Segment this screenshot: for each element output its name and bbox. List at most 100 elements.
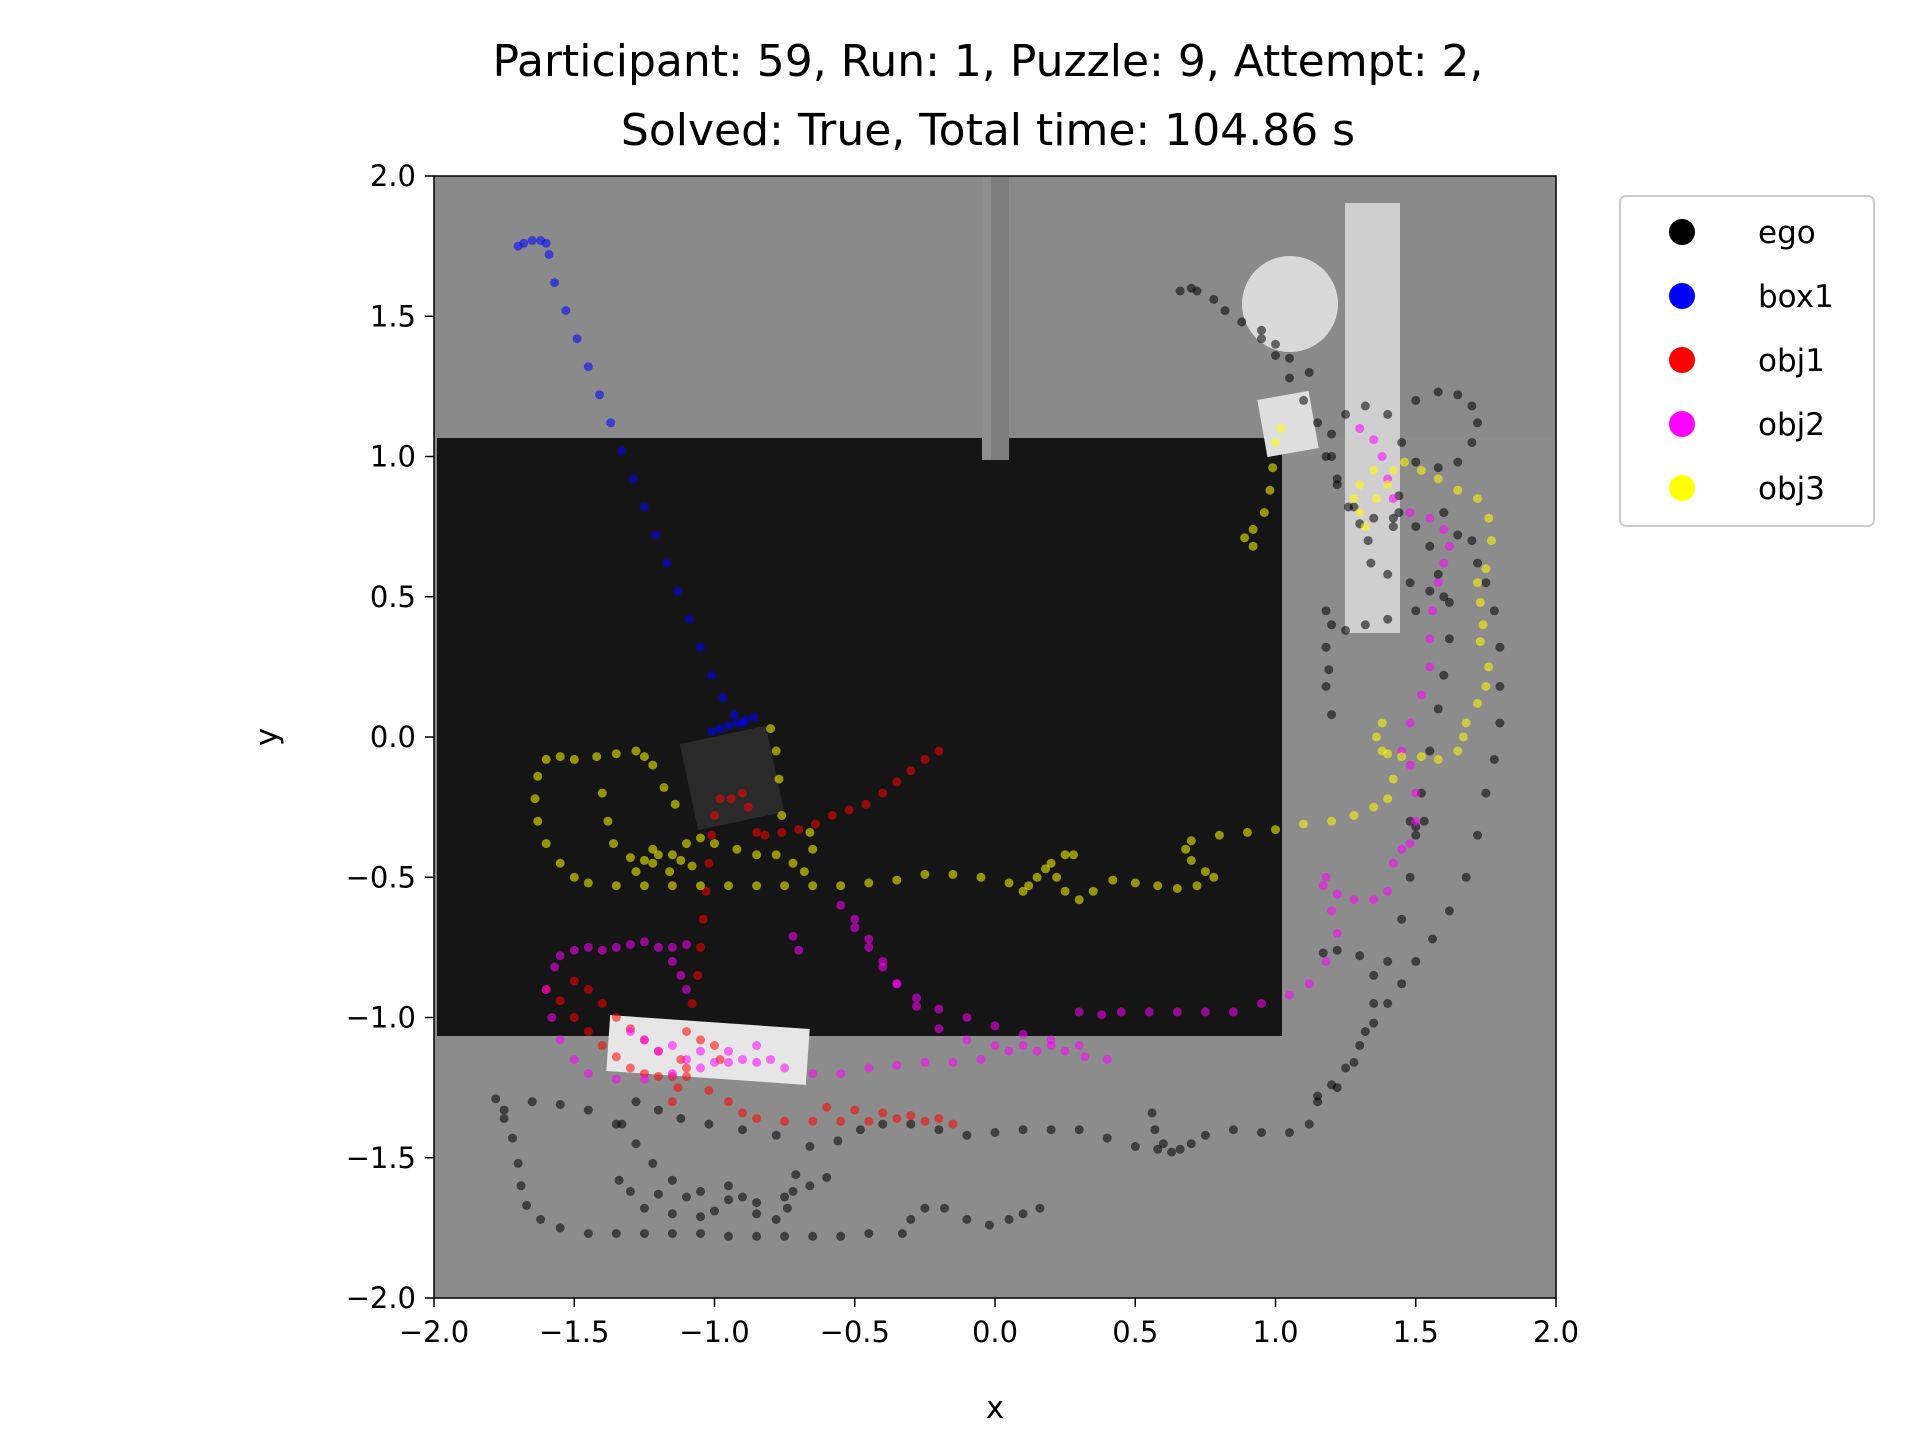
- data-point-box1-14: [639, 502, 649, 512]
- data-point-ego-10: [639, 1229, 649, 1238]
- data-point-box1-15: [651, 530, 661, 540]
- data-point-obj1-43: [611, 1013, 621, 1022]
- data-point-obj2-81: [1285, 990, 1294, 1000]
- data-point-ego-152: [1363, 536, 1373, 546]
- y-axis-label: y: [249, 728, 285, 746]
- data-point-obj2-85: [1327, 906, 1337, 916]
- series-obj1: [541, 746, 958, 1129]
- data-point-obj1-53: [808, 1116, 818, 1126]
- data-point-obj2-51: [864, 942, 874, 952]
- data-point-obj2-57: [990, 1021, 1000, 1031]
- data-point-box1-17: [673, 586, 683, 596]
- data-point-ego-153: [1366, 558, 1376, 568]
- data-point-box1-8: [572, 334, 582, 344]
- data-point-ego-104: [1433, 704, 1443, 714]
- legend-label-obj3: obj3: [1758, 471, 1825, 507]
- data-point-obj1-27: [673, 1083, 683, 1093]
- data-point-ego-118: [1360, 401, 1370, 411]
- data-point-ego-173: [1489, 606, 1499, 616]
- data-point-ego-68: [906, 1119, 916, 1129]
- data-point-ego-91: [1355, 951, 1365, 961]
- data-point-obj2-11: [667, 956, 677, 966]
- data-point-obj2-87: [1321, 872, 1331, 882]
- data-point-obj2-64: [892, 979, 902, 989]
- data-point-ego-54: [782, 1203, 792, 1213]
- data-point-obj3-74: [920, 869, 930, 879]
- data-point-ego-182: [1428, 934, 1438, 944]
- data-point-obj3-97: [611, 749, 621, 759]
- data-point-box1-27: [732, 718, 742, 728]
- data-point-obj2-82: [1304, 979, 1314, 989]
- data-point-obj3-54: [1209, 872, 1219, 882]
- data-point-obj2-22: [696, 1063, 705, 1073]
- data-point-obj2-49: [836, 900, 846, 910]
- data-point-ego-65: [833, 1136, 843, 1146]
- series-layer: [491, 236, 1505, 1241]
- data-point-ego-11: [667, 1229, 677, 1238]
- data-point-obj2-34: [1032, 1046, 1042, 1056]
- data-point-obj3-121: [648, 844, 658, 854]
- data-point-ego-125: [1473, 418, 1482, 428]
- data-point-obj3-123: [665, 867, 675, 877]
- data-point-obj1-2: [906, 766, 916, 776]
- data-point-ego-19: [897, 1229, 907, 1238]
- data-point-obj3-50: [1186, 836, 1196, 846]
- data-point-obj3-62: [1060, 886, 1070, 896]
- data-point-obj2-61: [850, 914, 860, 924]
- data-point-ego-146: [1285, 353, 1294, 363]
- round-table: [1242, 256, 1338, 352]
- data-point-obj1-55: [864, 1116, 874, 1126]
- data-point-ego-160: [1360, 620, 1370, 630]
- data-point-ego-67: [878, 1119, 888, 1129]
- data-point-obj2-20: [639, 1074, 649, 1084]
- data-point-ego-163: [1321, 606, 1331, 616]
- data-point-obj3-85: [611, 881, 621, 891]
- data-point-obj2-54: [912, 993, 921, 1003]
- data-point-obj2-29: [892, 1060, 902, 1070]
- data-point-obj3-16: [1400, 457, 1409, 467]
- data-point-ego-112: [1369, 513, 1379, 523]
- data-point-ego-164: [1321, 642, 1331, 652]
- data-point-ego-96: [1158, 1139, 1168, 1149]
- data-point-ego-188: [1341, 1063, 1351, 1073]
- data-point-ego-41: [822, 1172, 832, 1182]
- data-point-ego-190: [1313, 1091, 1323, 1101]
- data-point-ego-18: [864, 1229, 874, 1238]
- data-point-obj3-75: [892, 875, 902, 885]
- data-point-ego-95: [1150, 1125, 1160, 1135]
- data-point-ego-23: [962, 1215, 972, 1224]
- data-point-obj1-49: [724, 1097, 733, 1107]
- data-point-box1-13: [628, 474, 638, 484]
- data-point-ego-92: [1332, 945, 1342, 955]
- data-point-obj2-94: [1405, 839, 1415, 849]
- data-point-obj3-67: [1041, 864, 1050, 874]
- data-point-obj2-62: [864, 934, 874, 944]
- data-point-ego-128: [1433, 387, 1443, 397]
- data-point-ego-124: [1467, 438, 1477, 447]
- data-point-obj3-2: [1268, 463, 1278, 473]
- y-tick-label: 1.0: [370, 440, 416, 474]
- data-point-ego-100: [1405, 872, 1415, 882]
- data-point-obj3-107: [648, 858, 658, 868]
- data-point-ego-28: [499, 1105, 509, 1115]
- data-point-obj1-15: [726, 794, 736, 804]
- data-point-ego-126: [1467, 401, 1477, 411]
- data-point-obj3-46: [1299, 819, 1309, 829]
- data-point-ego-73: [1046, 1125, 1056, 1135]
- data-point-obj3-14: [1383, 480, 1393, 490]
- legend-box: [1619, 195, 1875, 527]
- data-point-obj2-106: [1444, 541, 1454, 551]
- data-point-obj3-91: [530, 794, 540, 804]
- data-point-obj2-76: [1144, 1007, 1154, 1017]
- data-point-ego-66: [855, 1125, 865, 1135]
- data-point-ego-149: [1332, 474, 1342, 484]
- data-point-ego-122: [1433, 463, 1443, 473]
- data-point-obj2-45: [724, 1046, 733, 1056]
- data-point-ego-81: [1228, 1125, 1238, 1135]
- data-point-ego-156: [1425, 586, 1435, 596]
- data-point-ego-170: [1467, 536, 1477, 546]
- data-point-obj1-8: [811, 819, 820, 829]
- data-point-ego-1: [499, 1114, 509, 1123]
- data-point-obj2-84: [1332, 928, 1342, 938]
- y-tick-label: 1.5: [370, 299, 416, 333]
